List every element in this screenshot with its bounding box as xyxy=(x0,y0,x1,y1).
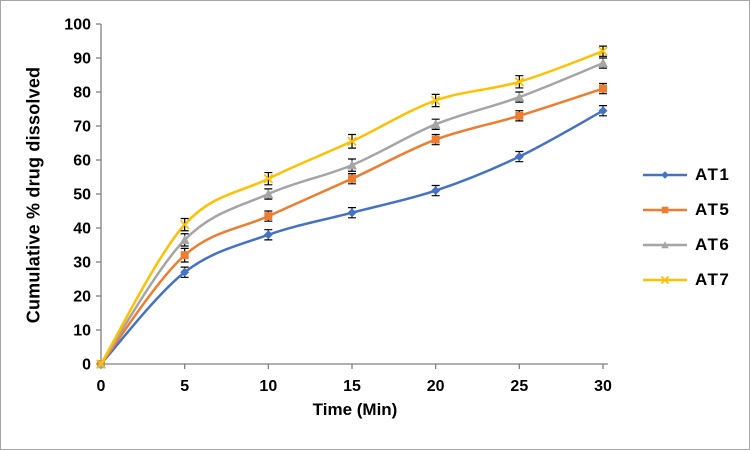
legend-item-at5: AT5 xyxy=(642,200,730,220)
y-tick-label: 100 xyxy=(64,17,91,34)
y-tick-label: 50 xyxy=(73,187,91,204)
y-tick-label: 30 xyxy=(73,255,91,272)
y-tick-label: 60 xyxy=(73,153,91,170)
legend-item-at6: AT6 xyxy=(642,235,730,255)
series-AT1 xyxy=(96,105,608,369)
y-tick-label: 0 xyxy=(82,357,91,374)
triangle-marker-icon xyxy=(598,58,608,68)
x-tick-label: 15 xyxy=(343,378,361,395)
x-axis-title: Time (Min) xyxy=(312,400,398,419)
x-tick-label: 30 xyxy=(594,378,612,395)
triangle-marker-icon xyxy=(430,119,441,129)
x-tick-label: 10 xyxy=(259,378,277,395)
series-AT5 xyxy=(97,82,607,368)
x-tick-label: 5 xyxy=(180,378,189,395)
diamond-marker-icon xyxy=(263,230,273,240)
legend-label: AT6 xyxy=(695,235,731,254)
x-tick-label: 20 xyxy=(427,378,445,395)
y-tick-label: 10 xyxy=(73,323,91,340)
square-marker-icon xyxy=(180,251,189,260)
diamond-marker-icon xyxy=(431,186,441,196)
square-marker-icon xyxy=(264,212,273,221)
y-tick-label: 20 xyxy=(73,289,91,306)
y-tick-label: 40 xyxy=(73,221,91,238)
y-tick-label: 70 xyxy=(73,119,91,136)
axes: 0 10 20 30 40 50 60 70 80 90 100 0 5 10 15 20 25 30 xyxy=(64,17,612,396)
triangle-marker-icon xyxy=(179,234,190,245)
legend-item-at1: AT1 xyxy=(642,165,730,185)
x-marker-icon xyxy=(96,359,106,369)
legend-key-at6 xyxy=(643,241,687,249)
legend-key-at7 xyxy=(643,275,687,285)
triangle-marker-icon xyxy=(661,241,669,249)
y-tick-label: 90 xyxy=(73,51,91,68)
y-axis-title: Cumulative % drug dissolved xyxy=(23,66,44,324)
triangle-marker-icon xyxy=(347,160,357,170)
x-marker-icon xyxy=(514,76,525,87)
diamond-marker-icon xyxy=(180,267,190,277)
legend-label: AT1 xyxy=(695,165,731,184)
square-marker-icon xyxy=(661,206,669,214)
legend-label: AT5 xyxy=(695,200,731,219)
x-marker-icon xyxy=(430,95,441,106)
triangle-marker-icon xyxy=(263,189,274,199)
x-tick-label: 0 xyxy=(97,378,106,395)
legend-item-at7: AT7 xyxy=(642,270,730,290)
square-marker-icon xyxy=(431,135,440,144)
diamond-marker-icon xyxy=(661,171,669,179)
x-marker-icon xyxy=(347,136,357,147)
legend-key-at1 xyxy=(643,171,687,179)
x-marker-icon xyxy=(598,46,608,57)
legend-label: AT7 xyxy=(695,270,731,289)
series-AT7 xyxy=(96,45,608,369)
legend-key-at5 xyxy=(643,206,687,214)
x-marker-icon xyxy=(660,275,670,285)
square-marker-icon xyxy=(599,84,607,93)
diamond-marker-icon xyxy=(598,106,608,116)
legend: AT1 AT5 AT6 AT7 xyxy=(642,165,730,290)
y-tick-label: 80 xyxy=(73,85,91,102)
square-marker-icon xyxy=(515,111,524,120)
diamond-marker-icon xyxy=(514,152,524,162)
x-tick-label: 25 xyxy=(510,378,528,395)
diamond-marker-icon xyxy=(347,208,357,218)
series-line-AT5 xyxy=(99,87,605,366)
square-marker-icon xyxy=(348,174,356,183)
triangle-marker-icon xyxy=(514,92,525,102)
x-marker-icon xyxy=(263,173,274,184)
x-marker-icon xyxy=(179,219,190,230)
